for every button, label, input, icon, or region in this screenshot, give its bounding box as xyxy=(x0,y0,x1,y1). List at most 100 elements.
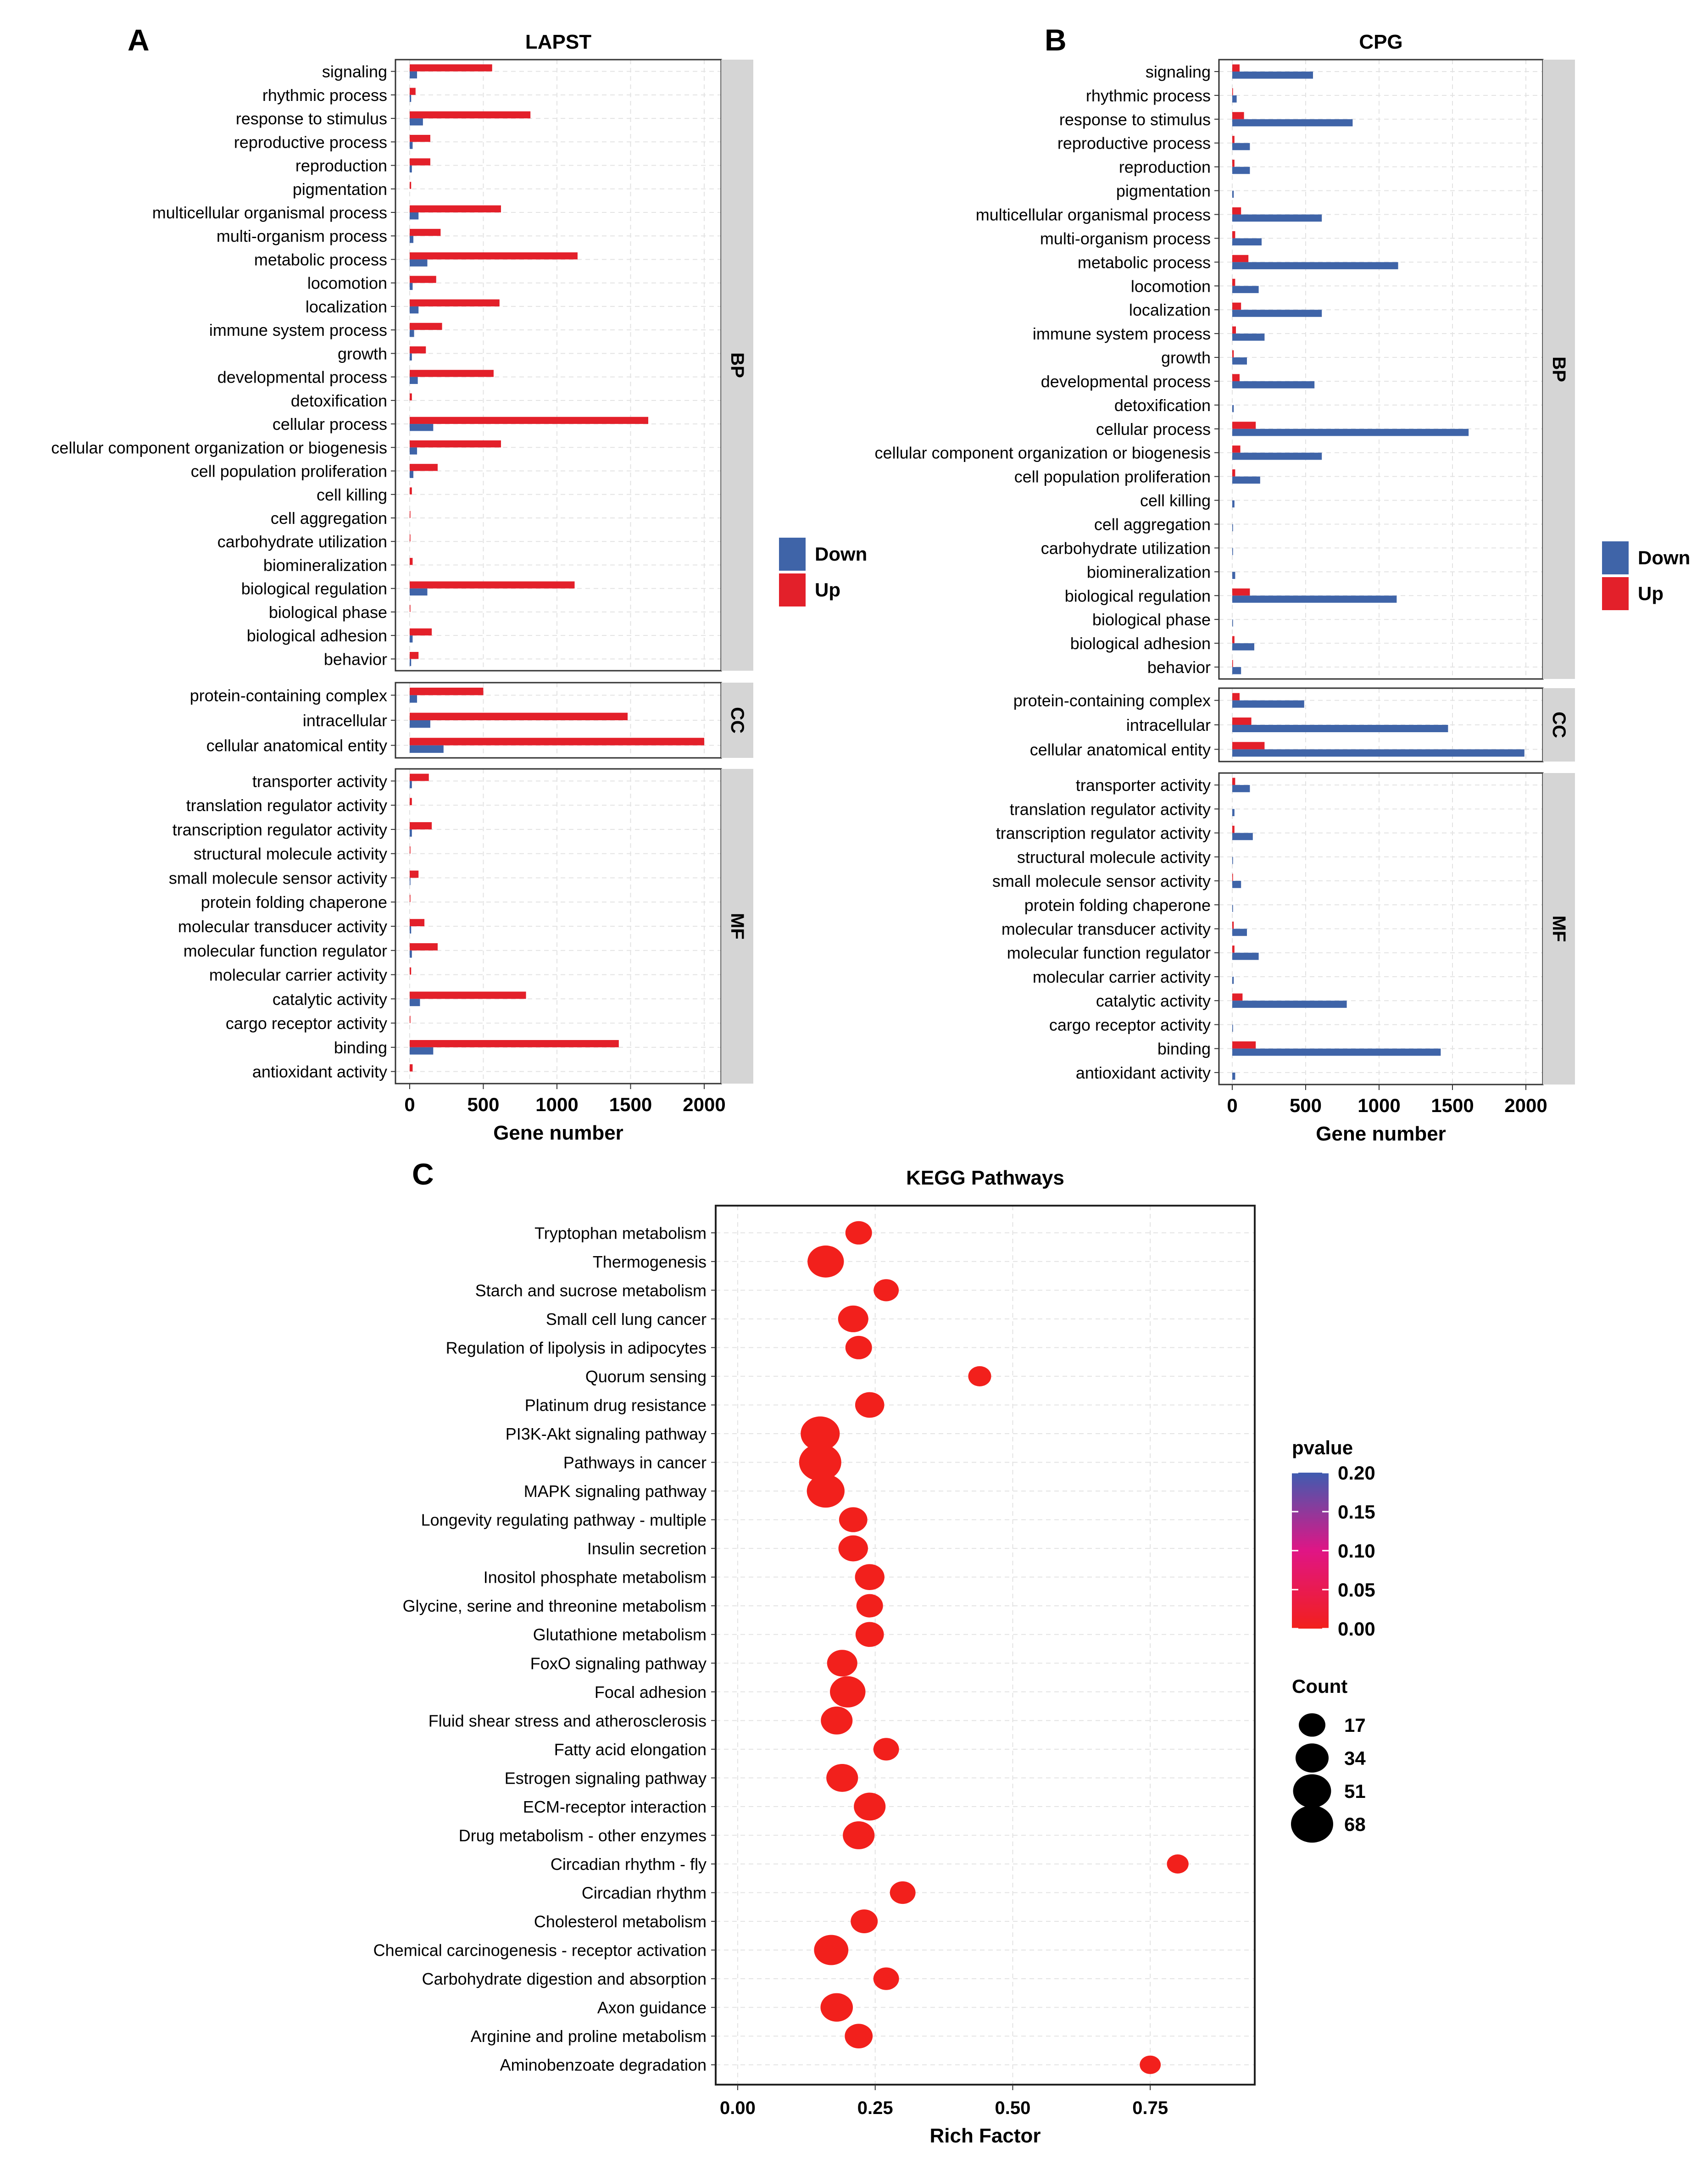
bar-down xyxy=(410,259,428,267)
category-label: reproductive process xyxy=(1057,134,1211,153)
bar-up xyxy=(410,393,412,401)
category-label: behavior xyxy=(1147,658,1211,677)
bar-down xyxy=(410,283,413,290)
bubble xyxy=(845,1221,872,1245)
bar-up xyxy=(1232,636,1235,644)
facet-cc: protein-containing complex intracellular c… xyxy=(1013,687,1575,762)
panel-b-cpg-bar-chart: B CPG signaling rhythmic process response to… xyxy=(875,23,1691,1145)
facet-strip-label: CC xyxy=(727,707,747,734)
bar-down xyxy=(1232,167,1250,174)
bar-up xyxy=(1232,302,1241,310)
bar-down xyxy=(1232,667,1241,674)
category-label: molecular transducer activity xyxy=(178,917,387,936)
category-label: cell population proliferation xyxy=(191,462,387,481)
bar-up xyxy=(410,88,416,95)
category-label: translation regulator activity xyxy=(1010,800,1211,818)
bubble xyxy=(1140,2055,1161,2074)
legend: Down Up xyxy=(779,538,867,606)
bar-up xyxy=(1232,231,1235,239)
bar-down xyxy=(410,330,414,337)
pathway-label: MAPK signaling pathway xyxy=(524,1482,707,1501)
category-label: cell aggregation xyxy=(271,509,387,528)
category-label: molecular function regulator xyxy=(1007,944,1211,962)
pathway-label: Longevity regulating pathway - multiple xyxy=(421,1511,707,1530)
category-label: binding xyxy=(1157,1040,1211,1058)
bar-up xyxy=(410,182,412,189)
x-tick-label: 1500 xyxy=(1431,1095,1474,1116)
bar-up xyxy=(1232,718,1252,725)
bar-down xyxy=(1232,725,1448,732)
count-legend-title: Count xyxy=(1292,1675,1347,1697)
bubble xyxy=(968,1366,991,1386)
pathway-label: Estrogen signaling pathway xyxy=(505,1769,707,1787)
bubble xyxy=(1167,1854,1189,1874)
bar-up xyxy=(410,773,429,781)
category-label: signaling xyxy=(1146,62,1211,81)
x-tick-label: 2000 xyxy=(1504,1095,1547,1116)
pathway-label: Quorum sensing xyxy=(585,1367,707,1386)
bar-down xyxy=(1232,548,1233,555)
pathway-label: FoxO signaling pathway xyxy=(530,1654,707,1673)
category-label: multicellular organismal process xyxy=(976,206,1211,224)
plot-background xyxy=(716,1206,1255,2085)
legend-label-up: Up xyxy=(815,579,840,601)
count-legend-label: 17 xyxy=(1344,1714,1366,1736)
category-label: rhythmic process xyxy=(262,86,387,105)
bar-down xyxy=(1232,881,1241,888)
bubble xyxy=(845,2024,873,2048)
bar-down xyxy=(1232,500,1235,508)
x-tick-label: 1500 xyxy=(609,1094,652,1115)
bar-up xyxy=(1232,469,1235,477)
bar-up xyxy=(410,967,412,975)
bar-up xyxy=(1232,255,1249,262)
bubble xyxy=(830,1676,866,1708)
bubble xyxy=(843,1821,875,1849)
bubble xyxy=(873,1738,899,1761)
category-label: pigmentation xyxy=(293,180,387,199)
plot-frame xyxy=(715,1205,1256,2086)
category-label: biological phase xyxy=(1092,610,1211,629)
category-label: cellular anatomical entity xyxy=(1030,740,1211,759)
bar-down xyxy=(1232,476,1260,484)
category-label: developmental process xyxy=(1041,372,1211,391)
bubble xyxy=(855,1622,884,1647)
category-label: response to stimulus xyxy=(1059,110,1211,129)
facet-background xyxy=(1219,60,1543,679)
bar-down xyxy=(410,71,417,78)
category-label: localization xyxy=(306,297,387,316)
legend-swatch-up xyxy=(779,573,806,606)
bar-down xyxy=(410,212,419,220)
category-label: detoxification xyxy=(291,391,387,410)
x-axis-title: Rich Factor xyxy=(929,2125,1040,2147)
bar-down xyxy=(1232,286,1259,293)
facet-mf: transporter activity translation regulato… xyxy=(992,772,1575,1085)
bar-down xyxy=(1232,952,1259,960)
category-label: metabolic process xyxy=(1078,253,1211,272)
bar-down xyxy=(410,588,428,596)
bubble xyxy=(854,1792,886,1821)
category-label: immune system process xyxy=(1033,324,1211,343)
bar-down xyxy=(1232,524,1233,532)
bubble xyxy=(890,1881,916,1904)
category-label: detoxification xyxy=(1114,396,1211,415)
category-label: biological phase xyxy=(269,603,387,622)
bar-down xyxy=(1232,238,1262,245)
count-legend-dot xyxy=(1293,1774,1331,1808)
bar-down xyxy=(1232,119,1353,127)
legend: Down Up xyxy=(1602,541,1690,610)
pathway-label: Fatty acid elongation xyxy=(554,1740,707,1759)
category-label: binding xyxy=(334,1038,387,1057)
bar-up xyxy=(1232,778,1235,785)
pathway-label: Inositol phosphate metabolism xyxy=(484,1568,707,1587)
category-label: reproductive process xyxy=(234,133,387,151)
facet-strip xyxy=(1543,60,1575,679)
category-label: biological regulation xyxy=(241,579,387,598)
bar-up xyxy=(410,205,501,212)
bubble xyxy=(838,1535,868,1562)
category-label: cell killing xyxy=(1140,491,1211,510)
bar-up xyxy=(410,628,432,636)
bar-down xyxy=(1232,71,1313,79)
category-label: catalytic activity xyxy=(1096,991,1211,1010)
bar-down xyxy=(1232,929,1247,936)
bar-up xyxy=(1232,207,1241,215)
